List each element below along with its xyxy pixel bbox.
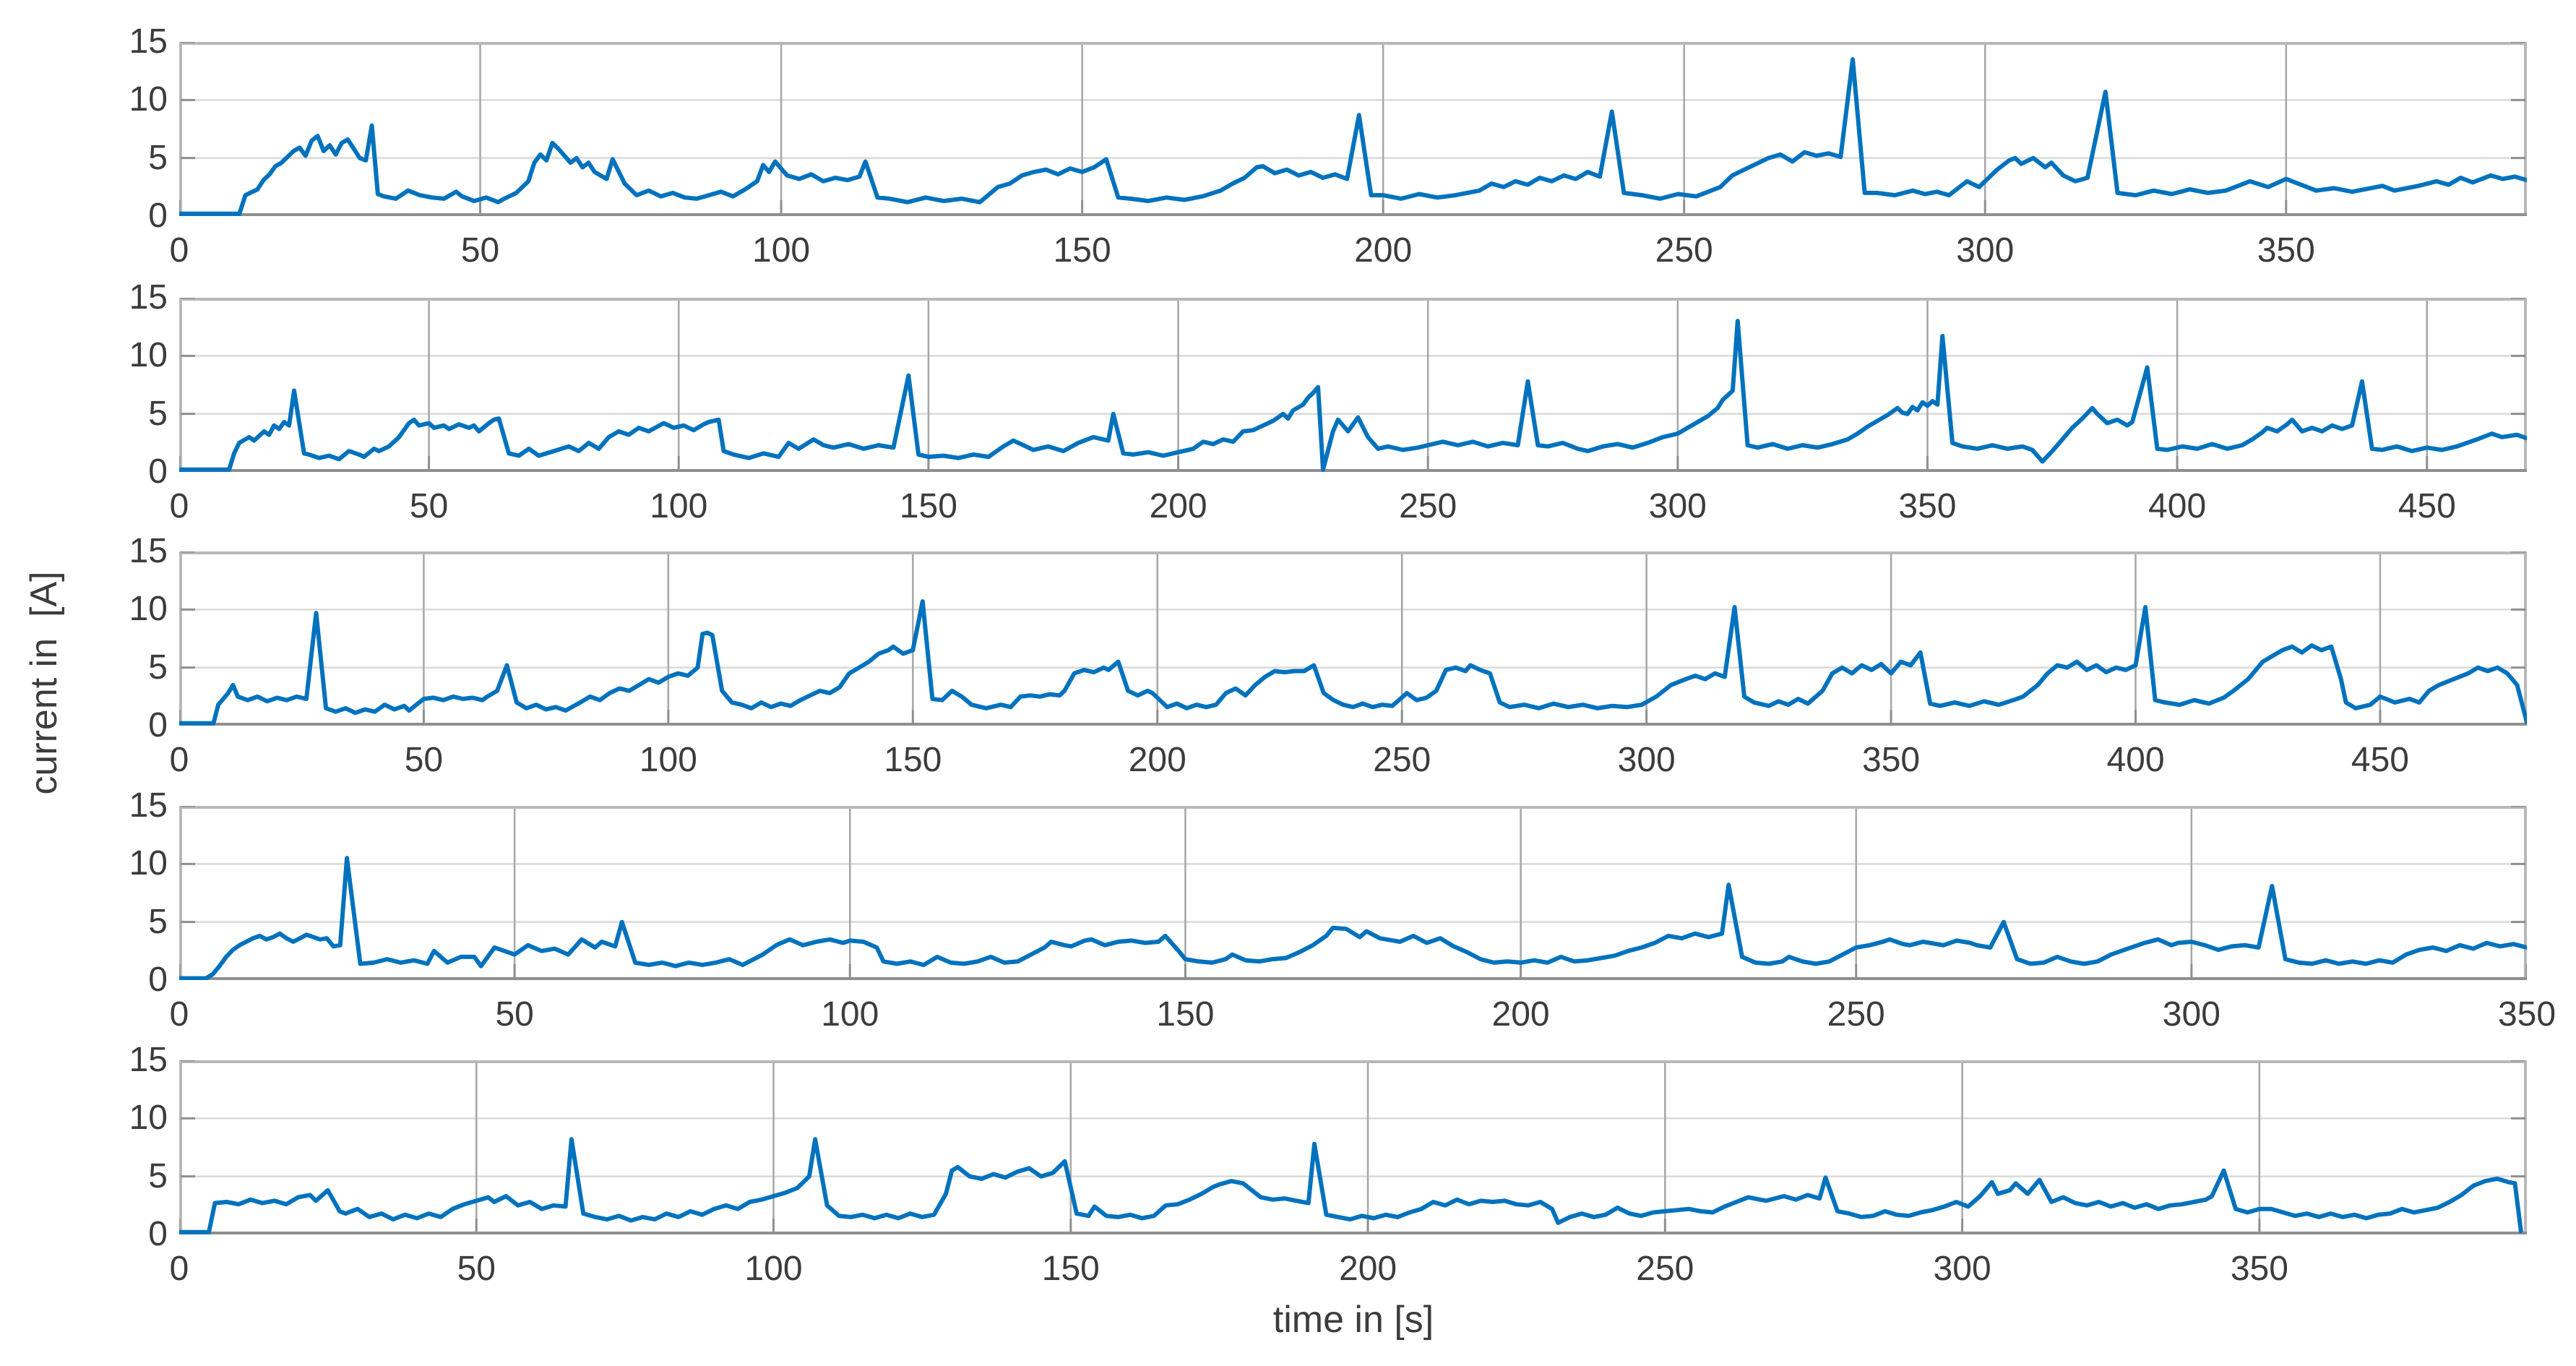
y-tick-label: 0 [148, 197, 168, 235]
y-axis-label: current in [A] [23, 571, 65, 795]
x-tick-label: 200 [1128, 741, 1186, 779]
x-tick-label: 250 [1373, 741, 1431, 779]
y-tick-label: 15 [129, 22, 168, 61]
y-tick-label: 10 [129, 844, 168, 883]
y-tick-label: 10 [129, 1099, 168, 1138]
y-tick-label: 5 [148, 138, 168, 177]
x-tick-label: 0 [169, 995, 189, 1034]
x-tick-label: 300 [1956, 231, 2015, 270]
x-tick-label: 300 [2162, 995, 2220, 1034]
axes-box [179, 1060, 2527, 1234]
y-tick-label: 0 [148, 961, 168, 999]
x-tick-label: 0 [169, 231, 189, 270]
x-tick-label: 200 [1491, 995, 1550, 1034]
x-tick-label: 150 [1053, 231, 1111, 270]
y-tick-label: 5 [148, 1156, 168, 1195]
x-tick-label: 350 [2230, 1250, 2288, 1288]
x-tick-label: 400 [2106, 741, 2165, 779]
x-tick-label: 250 [1636, 1250, 1694, 1288]
x-tick-label: 50 [409, 487, 449, 525]
x-tick-label: 150 [899, 487, 957, 525]
x-tick-label: 100 [650, 487, 708, 525]
x-tick-label: 100 [821, 995, 879, 1034]
current-trace [179, 599, 2527, 726]
x-tick-label: 300 [1933, 1250, 1991, 1288]
y-tick-label: 15 [129, 532, 168, 570]
x-tick-label: 100 [639, 741, 697, 779]
y-tick-label: 5 [148, 394, 168, 433]
y-tick-label: 0 [148, 706, 168, 744]
subplot-1-plot-area [179, 42, 2527, 216]
x-tick-label: 250 [1827, 995, 1885, 1034]
x-tick-label: 300 [1617, 741, 1676, 779]
axes-box [179, 551, 2527, 726]
x-tick-label: 50 [404, 741, 444, 779]
axes-box [179, 298, 2527, 472]
y-tick-label: 0 [148, 1215, 168, 1253]
current-trace [179, 856, 2527, 980]
current-trace [179, 57, 2527, 216]
axes-box [179, 42, 2527, 216]
y-tick-label: 5 [148, 902, 168, 941]
x-tick-label: 0 [169, 487, 189, 525]
x-tick-label: 50 [457, 1250, 496, 1288]
x-axis-label: time in [s] [1272, 1299, 1434, 1341]
y-tick-label: 10 [129, 336, 168, 375]
x-tick-label: 350 [1862, 741, 1921, 779]
x-tick-label: 350 [2497, 995, 2556, 1034]
subplot-2-plot-area [179, 298, 2527, 472]
x-tick-label: 400 [2148, 487, 2207, 525]
x-tick-label: 100 [752, 231, 811, 270]
x-tick-label: 0 [169, 1250, 189, 1288]
x-tick-label: 200 [1339, 1250, 1397, 1288]
current-trace [179, 1137, 2523, 1234]
x-tick-label: 300 [1648, 487, 1707, 525]
x-tick-label: 150 [884, 741, 942, 779]
axes-box [179, 806, 2527, 980]
subplot-5-plot-area [179, 1060, 2527, 1234]
y-tick-label: 0 [148, 452, 168, 491]
x-tick-label: 450 [2398, 487, 2456, 525]
x-tick-label: 450 [2351, 741, 2409, 779]
x-tick-label: 50 [495, 995, 534, 1034]
x-tick-label: 0 [169, 741, 189, 779]
y-tick-label: 5 [148, 648, 168, 687]
x-tick-label: 150 [1041, 1250, 1100, 1288]
x-tick-label: 250 [1655, 231, 1713, 270]
x-tick-label: 100 [744, 1250, 803, 1288]
subplot-3-plot-area [179, 551, 2527, 726]
y-tick-label: 15 [129, 1041, 168, 1079]
y-tick-label: 15 [129, 786, 168, 825]
x-tick-label: 350 [1898, 487, 1957, 525]
x-tick-label: 200 [1149, 487, 1207, 525]
x-tick-label: 50 [460, 231, 500, 270]
x-tick-label: 350 [2257, 231, 2315, 270]
y-tick-label: 10 [129, 590, 168, 629]
subplot-4-plot-area [179, 806, 2527, 980]
x-tick-label: 150 [1156, 995, 1215, 1034]
current-trace [179, 319, 2527, 472]
x-tick-label: 200 [1354, 231, 1413, 270]
y-tick-label: 15 [129, 278, 168, 317]
x-tick-label: 250 [1399, 487, 1457, 525]
y-tick-label: 10 [129, 80, 168, 119]
